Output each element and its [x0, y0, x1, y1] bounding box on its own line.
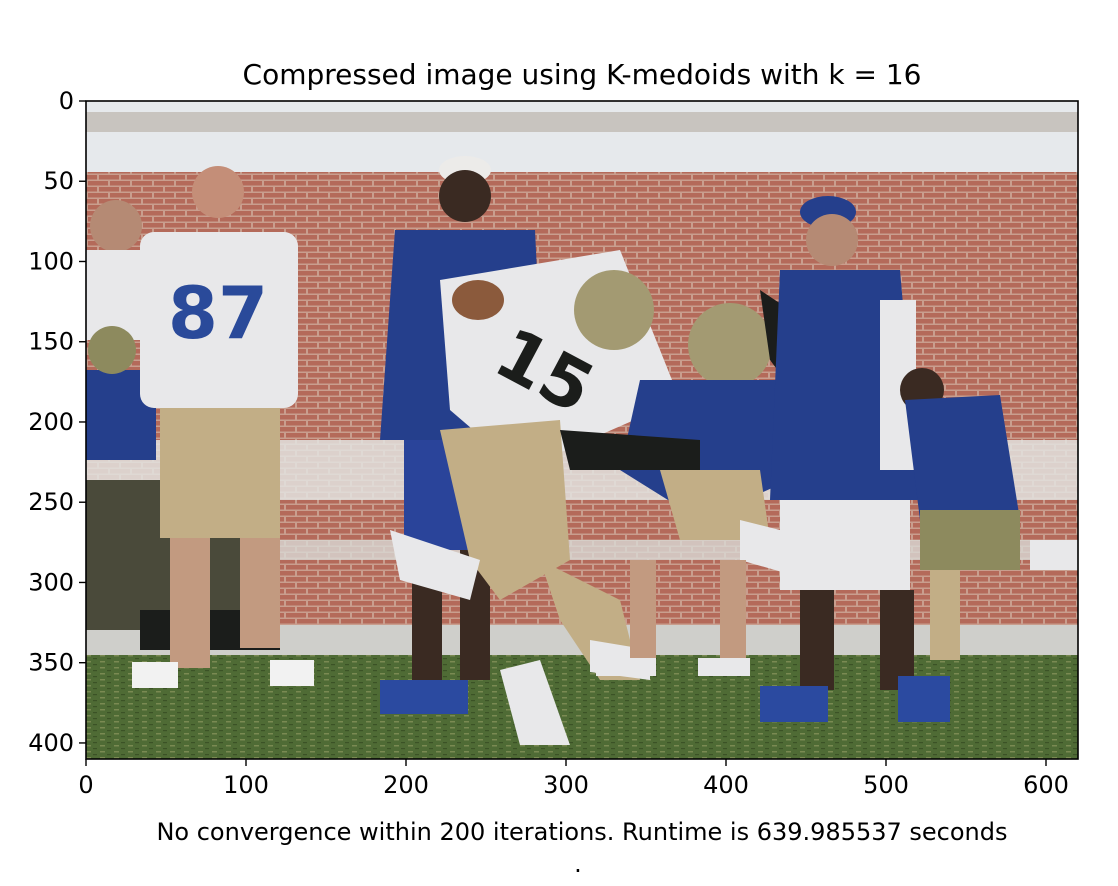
y-tick-label: 300 [28, 568, 74, 596]
image-background-legs [596, 560, 750, 676]
y-tick-label: 350 [28, 649, 74, 677]
x-tick-label: 600 [1023, 771, 1069, 799]
compressed-image: 87 15 [86, 101, 1078, 759]
x-axis-label-trailing: . [574, 850, 582, 878]
x-tick-label: 300 [543, 771, 589, 799]
x-tick-label: 500 [863, 771, 909, 799]
y-tick-label: 400 [28, 729, 74, 757]
y-tick-label: 100 [28, 247, 74, 275]
svg-text:87: 87 [168, 271, 268, 355]
y-tick-label: 250 [28, 488, 74, 516]
image-sky-band [86, 101, 1078, 173]
image-player-87: 87 [132, 166, 314, 688]
x-tick-label: 400 [703, 771, 749, 799]
image-coach-right [760, 196, 950, 722]
x-tick-label: 0 [78, 771, 93, 799]
x-tick-label: 100 [223, 771, 269, 799]
image-ball-carrier-15: 15 [390, 250, 680, 745]
chart-title: Compressed image using K-medoids with k … [243, 58, 922, 91]
plot-frame [85, 100, 1079, 760]
y-tick-label: 0 [59, 87, 74, 115]
y-axis: 0 50 100 150 200 250 300 350 400 [28, 87, 86, 757]
y-tick-label: 50 [43, 167, 74, 195]
image-seated-player-right [900, 368, 1078, 660]
x-axis: 0 100 200 300 400 500 600 [78, 759, 1069, 799]
x-axis-label: No convergence within 200 iterations. Ru… [156, 818, 1007, 846]
x-tick-label: 200 [383, 771, 429, 799]
image-wall-top [86, 112, 1078, 132]
y-tick-label: 200 [28, 408, 74, 436]
y-tick-label: 150 [28, 328, 74, 356]
